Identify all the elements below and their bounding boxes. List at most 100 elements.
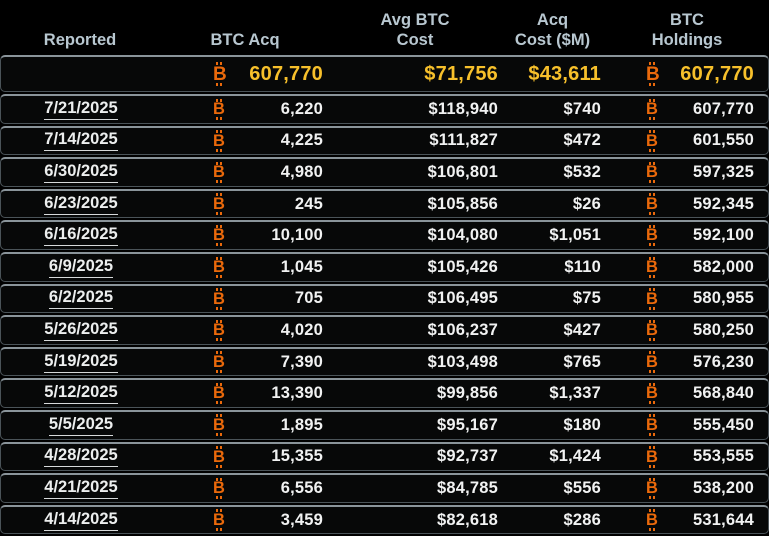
totals-avg-btc-cost-value: $71,756 xyxy=(424,62,498,85)
avg-btc-cost-value: $95,167 xyxy=(436,415,498,434)
reported-date-link[interactable]: 5/5/2025 xyxy=(48,415,114,436)
table-row: 7/14/2025 B 4,225 $111,827 $472 B 601,55… xyxy=(0,125,769,156)
btc-holdings-value: 555,450 xyxy=(692,415,754,434)
reported-date-link[interactable]: 5/26/2025 xyxy=(44,320,118,341)
bitcoin-icon: B xyxy=(213,98,225,120)
bitcoin-icon: B xyxy=(646,414,658,436)
bitcoin-icon: B xyxy=(646,161,658,183)
btc-acq-value: 4,980 xyxy=(280,162,323,181)
avg-btc-cost-value: $82,618 xyxy=(436,510,498,529)
btc-holdings-value: 597,325 xyxy=(692,162,754,181)
avg-btc-cost-value: $118,940 xyxy=(428,99,498,118)
table-row: 6/9/2025 B 1,045 $105,426 $110 B 582,000 xyxy=(0,251,769,282)
column-header-acq-cost: Acq Cost ($M) xyxy=(514,10,591,49)
btc-acq-value: 705 xyxy=(294,289,323,308)
column-header-avg-btc-cost: Avg BTC Cost xyxy=(380,10,450,49)
acq-cost-value: $75 xyxy=(572,289,601,308)
avg-btc-cost-value: $105,426 xyxy=(427,257,498,276)
column-header-btc-acq: BTC Acq xyxy=(210,30,280,49)
reported-date-link[interactable]: 6/9/2025 xyxy=(48,257,114,278)
totals-row: B 607,770 $71,756 $43,611 B 607,770 xyxy=(0,55,769,92)
btc-acq-value: 4,020 xyxy=(280,320,323,339)
acq-cost-value: $1,337 xyxy=(549,384,601,403)
table-row: 6/23/2025 B 245 $105,856 $26 B 592,345 xyxy=(0,188,769,219)
btc-holdings-value: 580,250 xyxy=(692,320,754,339)
bitcoin-icon: B xyxy=(213,256,225,278)
acq-cost-value: $427 xyxy=(563,320,601,339)
table-row: 6/30/2025 B 4,980 $106,801 $532 B 597,32… xyxy=(0,157,769,187)
bitcoin-icon: B xyxy=(646,319,658,341)
totals-acq-cost-value: $43,611 xyxy=(528,62,601,85)
btc-holdings-value: 538,200 xyxy=(692,478,754,497)
reported-date-link[interactable]: 6/16/2025 xyxy=(44,225,118,247)
bitcoin-icon: B xyxy=(646,224,658,246)
bitcoin-icon: B xyxy=(646,193,658,215)
acq-cost-value: $556 xyxy=(563,478,601,497)
table-header: Reported BTC Acq Avg BTC Cost Acq Cost (… xyxy=(0,0,769,55)
bitcoin-icon: B xyxy=(213,62,227,86)
totals-reported-empty xyxy=(1,57,161,91)
table-row: 4/21/2025 B 6,556 $84,785 $556 B 538,200 xyxy=(0,473,769,503)
table-row: 4/28/2025 B 15,355 $92,737 $1,424 B 553,… xyxy=(0,441,769,472)
reported-date-link[interactable]: 7/21/2025 xyxy=(44,99,118,120)
btc-holdings-value: 607,770 xyxy=(692,99,754,118)
btc-holdings-value: 553,555 xyxy=(692,447,754,466)
bitcoin-icon: B xyxy=(213,319,225,341)
acq-cost-value: $286 xyxy=(563,510,601,529)
acq-cost-value: $765 xyxy=(563,352,601,371)
reported-date-link[interactable]: 5/19/2025 xyxy=(44,352,118,373)
table-body: 7/21/2025 B 6,220 $118,940 $740 B 607,77… xyxy=(0,94,769,535)
btc-holdings-value: 582,000 xyxy=(692,257,754,276)
reported-date-link[interactable]: 6/2/2025 xyxy=(48,288,114,310)
table-row: 7/21/2025 B 6,220 $118,940 $740 B 607,77… xyxy=(0,94,769,124)
reported-date-link[interactable]: 7/14/2025 xyxy=(44,130,118,152)
avg-btc-cost-value: $106,495 xyxy=(427,289,498,308)
btc-holdings-value: 531,644 xyxy=(692,510,754,529)
btc-acq-value: 1,045 xyxy=(280,257,323,276)
reported-date-link[interactable]: 6/23/2025 xyxy=(44,194,118,215)
reported-date-link[interactable]: 5/12/2025 xyxy=(44,383,118,405)
table-row: 5/19/2025 B 7,390 $103,498 $765 B 576,23… xyxy=(0,346,769,377)
bitcoin-icon: B xyxy=(213,193,225,215)
btc-acq-value: 7,390 xyxy=(280,352,323,371)
column-header-reported: Reported xyxy=(43,30,117,49)
table-row: 6/16/2025 B 10,100 $104,080 $1,051 B 592… xyxy=(0,220,769,250)
bitcoin-icon: B xyxy=(646,62,660,86)
acq-cost-value: $26 xyxy=(572,194,601,213)
bitcoin-icon: B xyxy=(646,98,658,120)
acq-cost-value: $1,424 xyxy=(549,447,601,466)
avg-btc-cost-value: $106,237 xyxy=(427,320,498,339)
btc-holdings-value: 580,955 xyxy=(692,289,754,308)
btc-holdings-value: 592,100 xyxy=(692,226,754,245)
avg-btc-cost-value: $106,801 xyxy=(427,162,498,181)
acq-cost-value: $110 xyxy=(564,257,601,276)
avg-btc-cost-value: $111,827 xyxy=(429,131,498,150)
bitcoin-icon: B xyxy=(213,130,225,152)
bitcoin-icon: B xyxy=(646,351,658,373)
bitcoin-icon: B xyxy=(213,351,225,373)
avg-btc-cost-value: $84,785 xyxy=(436,478,498,497)
btc-holdings-value: 592,345 xyxy=(692,194,754,213)
btc-holdings-value: 601,550 xyxy=(692,131,754,150)
column-header-btc-holdings: BTC Holdings xyxy=(651,10,723,49)
table-row: 5/5/2025 B 1,895 $95,167 $180 B 555,450 xyxy=(0,409,769,440)
avg-btc-cost-value: $99,856 xyxy=(436,384,498,403)
bitcoin-icon: B xyxy=(646,130,658,152)
avg-btc-cost-value: $92,737 xyxy=(436,447,498,466)
btc-acq-value: 1,895 xyxy=(280,415,323,434)
btc-acq-value: 15,355 xyxy=(271,447,323,466)
acq-cost-value: $472 xyxy=(563,131,601,150)
btc-acq-value: 6,556 xyxy=(280,478,323,497)
bitcoin-icon: B xyxy=(213,477,225,499)
reported-date-link[interactable]: 4/14/2025 xyxy=(44,510,118,531)
reported-date-link[interactable]: 4/28/2025 xyxy=(44,446,118,468)
btc-acq-value: 10,100 xyxy=(271,226,323,245)
reported-date-link[interactable]: 6/30/2025 xyxy=(44,162,118,183)
bitcoin-icon: B xyxy=(646,288,658,310)
btc-holdings-value: 568,840 xyxy=(692,384,754,403)
reported-date-link[interactable]: 4/21/2025 xyxy=(44,478,118,499)
bitcoin-icon: B xyxy=(213,224,225,246)
avg-btc-cost-value: $105,856 xyxy=(427,194,498,213)
avg-btc-cost-value: $103,498 xyxy=(427,352,498,371)
